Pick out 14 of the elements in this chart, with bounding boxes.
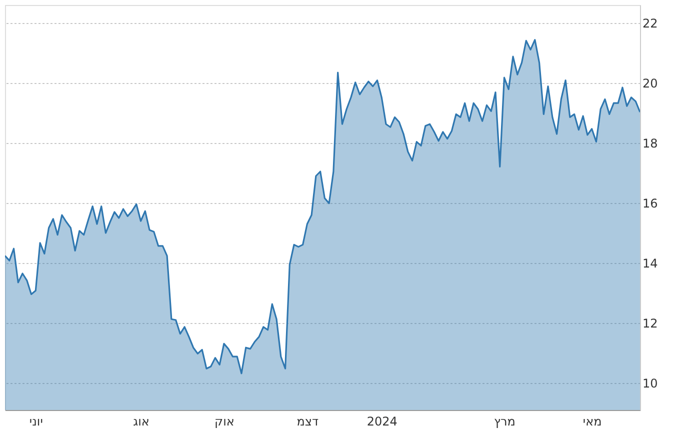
y-tick-label: 22 bbox=[642, 16, 658, 30]
y-tick-label: 18 bbox=[642, 136, 658, 150]
y-tick-label: 12 bbox=[642, 316, 658, 330]
x-tick-label: מרץ bbox=[494, 414, 516, 428]
y-tick-label: 16 bbox=[642, 196, 658, 210]
x-tick-label: אוק bbox=[214, 414, 234, 428]
x-tick-label: מאי bbox=[582, 414, 602, 428]
y-tick-label: 14 bbox=[642, 256, 658, 270]
x-tick-label: יוני bbox=[29, 414, 43, 428]
x-tick-label: 2024 bbox=[366, 414, 398, 428]
x-tick-label: דצמ bbox=[296, 414, 320, 428]
y-tick-label: 10 bbox=[642, 376, 658, 390]
x-tick-label: אוג bbox=[133, 414, 150, 428]
y-tick-label: 20 bbox=[642, 76, 658, 90]
